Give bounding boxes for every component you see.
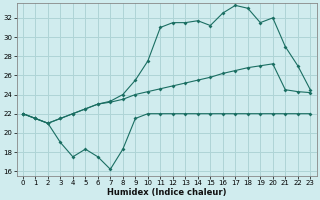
X-axis label: Humidex (Indice chaleur): Humidex (Indice chaleur) [107, 188, 226, 197]
